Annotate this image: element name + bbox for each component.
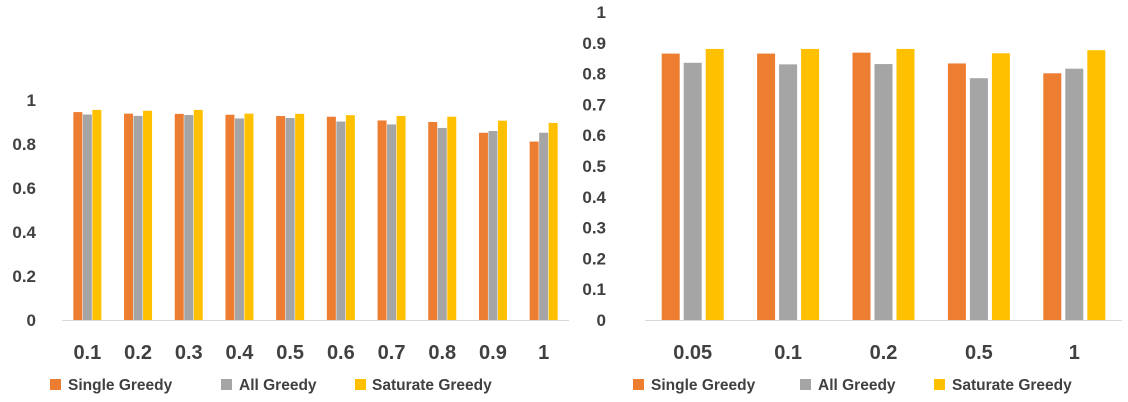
bar-all-greedy (133, 115, 143, 320)
bar-single-greedy (947, 63, 966, 320)
bar-single-greedy (377, 120, 387, 321)
x-tick-label: 0.1 (73, 342, 101, 364)
bar-saturate-greedy (497, 120, 507, 321)
legend-swatch (800, 379, 811, 390)
x-tick-label: 0.3 (175, 342, 203, 364)
y-tick-label: 0.4 (582, 188, 606, 207)
bar-all-greedy (387, 124, 397, 320)
bar-all-greedy (539, 132, 549, 320)
bar-all-greedy (82, 114, 92, 321)
y-tick-label: 0.5 (582, 157, 606, 176)
bar-saturate-greedy (896, 48, 915, 321)
bar-single-greedy (661, 53, 680, 321)
bar-all-greedy (683, 62, 702, 320)
bar-saturate-greedy (92, 109, 102, 321)
y-tick-label: 0.1 (582, 280, 606, 299)
chart-left-plot: 0 0.2 0.4 0.6 0.8 1 0.1 0.2 0.3 0.4 0.5 0.6 0.7 0.8 0.… (12, 91, 569, 394)
y-tick-label: 0 (597, 311, 606, 330)
x-tick-label: 0.6 (327, 342, 355, 364)
y-tick-label: 0.8 (582, 65, 606, 84)
bar-single-greedy (326, 116, 336, 320)
chart-right-plot: 0 0.1 0.2 0.3 0.4 0.5 0.6 0.7 0.8 0.9 1 0.05 0.1 0.2 0… (582, 3, 1122, 394)
bar-single-greedy (428, 122, 438, 320)
bar-saturate-greedy (705, 48, 724, 321)
x-tick-label: 0.4 (226, 342, 255, 364)
bar-single-greedy (73, 112, 83, 320)
bar-single-greedy (174, 113, 184, 320)
y-tick-label: 0.2 (12, 267, 36, 286)
legend-swatch (934, 379, 945, 390)
legend-label: All Greedy (818, 377, 896, 394)
y-tick-label: 0 (27, 311, 36, 330)
x-tick-label: 0.8 (428, 342, 456, 364)
bar-saturate-greedy (295, 113, 305, 320)
bar-single-greedy (1043, 73, 1062, 321)
y-tick-label: 0.4 (12, 223, 36, 242)
bar-saturate-greedy (396, 116, 406, 320)
bar-single-greedy (124, 113, 134, 320)
bar-saturate-greedy (548, 122, 558, 320)
legend-label: Single Greedy (651, 377, 756, 394)
bar-single-greedy (225, 114, 235, 321)
bar-all-greedy (336, 121, 346, 320)
x-tick-label: 1 (1069, 342, 1080, 364)
bar-saturate-greedy (143, 110, 153, 320)
legend-label: Saturate Greedy (952, 377, 1072, 394)
bar-saturate-greedy (801, 48, 820, 321)
legend-label: Single Greedy (68, 377, 173, 394)
legend-label: Saturate Greedy (372, 377, 492, 394)
x-tick-label: 0.9 (479, 342, 507, 364)
bar-saturate-greedy (193, 109, 203, 321)
x-tick-label: 0.2 (870, 342, 898, 364)
bar-single-greedy (529, 141, 539, 320)
bar-all-greedy (969, 78, 988, 320)
legend-swatch (50, 379, 61, 390)
bar-all-greedy (874, 64, 893, 320)
bar-all-greedy (1065, 68, 1084, 320)
y-tick-label: 0.3 (582, 219, 606, 238)
bar-saturate-greedy (991, 53, 1010, 320)
bar-all-greedy (779, 64, 798, 320)
legend-swatch (355, 379, 366, 390)
x-tick-label: 0.5 (276, 342, 304, 364)
bar-all-greedy (184, 114, 194, 321)
bar-single-greedy (852, 52, 871, 320)
bar-saturate-greedy (345, 115, 355, 321)
y-tick-label: 0.8 (12, 135, 36, 154)
y-tick-label: 0.6 (582, 126, 606, 145)
y-tick-label: 1 (27, 91, 36, 110)
y-tick-label: 0.9 (582, 34, 606, 53)
bar-all-greedy (488, 131, 498, 320)
bar-single-greedy (478, 132, 488, 320)
legend-swatch (221, 379, 232, 390)
x-tick-label: 0.2 (124, 342, 152, 364)
bar-all-greedy (437, 127, 447, 320)
bar-saturate-greedy (244, 113, 254, 320)
bar-single-greedy (757, 53, 776, 321)
x-tick-label: 0.1 (774, 342, 802, 364)
x-tick-label: 0.7 (378, 342, 406, 364)
x-tick-label: 0.05 (673, 342, 712, 364)
bar-saturate-greedy (1087, 50, 1106, 320)
x-tick-label: 0.5 (965, 342, 993, 364)
y-tick-label: 0.2 (582, 249, 606, 268)
bar-all-greedy (234, 118, 244, 320)
x-tick-label: 1 (538, 342, 549, 364)
bar-single-greedy (276, 116, 286, 320)
bar-all-greedy (285, 118, 295, 320)
y-tick-label: 0.7 (582, 95, 606, 114)
y-tick-label: 1 (597, 3, 606, 22)
legend-swatch (633, 379, 644, 390)
bar-saturate-greedy (447, 116, 457, 320)
legend-label: All Greedy (239, 377, 317, 394)
y-tick-label: 0.6 (12, 179, 36, 198)
